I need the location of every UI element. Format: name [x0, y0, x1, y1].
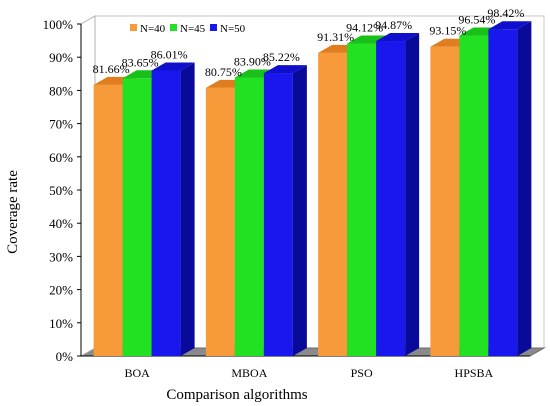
bar-front: [488, 29, 518, 356]
y-tick-label: 60%: [49, 150, 73, 165]
y-tick-label: 40%: [49, 216, 73, 231]
legend: N=40 N=45 N=50: [130, 23, 246, 35]
bar-front: [263, 73, 293, 356]
x-axis-title: Comparison algorithms: [166, 387, 307, 403]
bar-value-label: 83.65%: [122, 55, 159, 69]
y-tick-label: 70%: [49, 117, 73, 132]
bar-front: [151, 70, 181, 356]
legend-swatch: [170, 24, 177, 31]
bar-front: [234, 77, 264, 357]
bar-front: [318, 52, 348, 356]
value-labels: 81.66%83.65%86.01% 80.75%83.90%85.22% 91.3…: [93, 6, 525, 79]
bar-side: [517, 21, 532, 356]
bar-side: [292, 65, 307, 356]
x-tick-label: BOA: [124, 366, 150, 380]
bar-value-label: 81.66%: [93, 62, 130, 76]
bar-value-label: 91.31%: [317, 30, 354, 44]
y-tick-label: 30%: [49, 249, 73, 264]
bar-front: [430, 46, 460, 356]
y-tick-label: 50%: [49, 183, 73, 198]
y-tick-label: 100%: [43, 17, 74, 32]
bar-value-label: 93.15%: [429, 24, 466, 38]
bar-value-label: 86.01%: [151, 47, 188, 61]
bar-front: [376, 41, 406, 356]
bar-value-label: 98.42%: [487, 6, 524, 20]
bar-top: [263, 65, 307, 74]
y-axis-title: Coverage rate: [5, 170, 21, 254]
legend-swatch: [130, 24, 137, 31]
bar-top: [376, 33, 420, 42]
bar-value-label: 83.90%: [234, 54, 271, 68]
y-tick-label: 80%: [49, 83, 73, 98]
x-axis: BOA MBOA PSO HPSBA: [124, 366, 493, 380]
bar-front: [347, 43, 377, 356]
bar-top: [488, 21, 532, 30]
y-tick-label: 0%: [56, 349, 74, 364]
x-tick-label: PSO: [351, 366, 373, 380]
bar-value-label: 80.75%: [205, 65, 242, 79]
bar-front: [93, 84, 123, 357]
legend-label: N=45: [180, 23, 206, 35]
bar-front: [205, 87, 235, 356]
x-tick-label: MBOA: [231, 366, 267, 380]
y-tick-label: 20%: [49, 283, 73, 298]
bar-value-label: 94.87%: [375, 18, 412, 32]
bar-front: [459, 35, 489, 356]
bar-value-label: 85.22%: [263, 50, 300, 64]
legend-swatch: [210, 24, 217, 31]
bar-front: [122, 78, 152, 357]
legend-label: N=50: [220, 23, 246, 35]
bar-value-label: 96.54%: [458, 12, 495, 26]
y-tick-label: 90%: [49, 50, 73, 65]
bar-side: [180, 62, 195, 356]
bar-side: [405, 33, 420, 356]
bar-value-label: 94.12%: [346, 21, 383, 35]
y-tick-label: 10%: [49, 316, 73, 331]
x-tick-label: HPSBA: [455, 366, 494, 380]
bars: [93, 21, 532, 357]
bar-top: [151, 62, 195, 71]
legend-label: N=40: [140, 23, 166, 35]
y-axis: 0% 10% 20% 30% 40% 50% 60% 70% 80% 90% 100%: [43, 17, 81, 364]
